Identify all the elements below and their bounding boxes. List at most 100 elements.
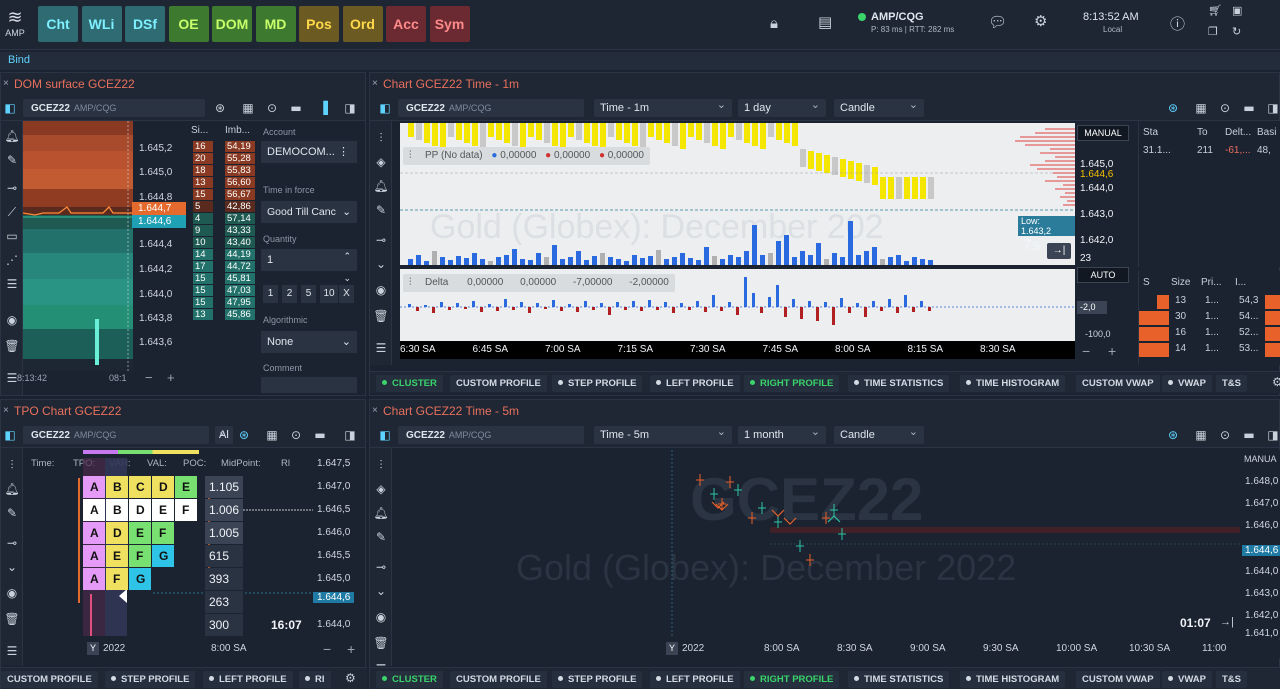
gear-icon[interactable]: ⚙ xyxy=(1034,12,1048,30)
chart2-symbol-select[interactable]: GCEZ22 AMP/CQG xyxy=(398,426,584,444)
zoom-in-icon[interactable]: + xyxy=(167,370,175,385)
quantity-stepper[interactable]: 1 ⌃ ⌄ xyxy=(261,249,357,283)
eye-icon[interactable]: ◉ xyxy=(6,586,18,600)
rectangle-icon[interactable]: ▭ xyxy=(6,229,18,243)
quantity-preset-button[interactable]: 1 xyxy=(263,285,278,303)
tab-left-profile[interactable]: LEFT PROFILE xyxy=(650,671,740,688)
tab-step-profile[interactable]: STEP PROFILE xyxy=(552,671,643,688)
grid-icon[interactable]: ▦ xyxy=(242,101,254,115)
layers-icon[interactable]: ◈ xyxy=(376,482,386,496)
tab-step-profile[interactable]: STEP PROFILE xyxy=(552,375,643,392)
zoom-out-icon[interactable]: − xyxy=(323,641,332,657)
list-icon[interactable]: ☰ xyxy=(6,277,18,291)
mouse-icon[interactable]: ⊙ xyxy=(1219,428,1231,442)
toolbar-button-oe[interactable]: OE xyxy=(168,6,209,42)
stat-col-header[interactable]: Sta xyxy=(1143,127,1159,138)
ts-col-header[interactable]: S xyxy=(1143,277,1150,288)
link-icon[interactable]: ⊛ xyxy=(1167,428,1179,442)
zoom-in-icon[interactable]: + xyxy=(347,641,356,657)
bell-icon[interactable]: 🔔︎ xyxy=(4,482,20,496)
chart2-timeframe-select[interactable]: Time - 5m xyxy=(594,423,732,444)
trash-icon[interactable]: 🗑︎ xyxy=(4,339,20,353)
lock-icon[interactable]: 🔒︎ xyxy=(770,14,778,32)
trash-icon[interactable]: 🗑︎ xyxy=(4,612,20,626)
bell-icon[interactable]: 🔔︎ xyxy=(4,129,20,143)
mode-icon[interactable]: ▬ xyxy=(290,101,302,115)
panel-right-icon[interactable]: ◨ xyxy=(1267,101,1279,115)
ts-col-header[interactable]: I... xyxy=(1235,277,1247,288)
chart2-range-select[interactable]: 1 month xyxy=(738,423,826,444)
gear-icon[interactable]: ⚙ xyxy=(345,671,356,685)
indicator-icon[interactable]: ⫶ xyxy=(379,131,383,145)
tab-custom-vwap[interactable]: CUSTOM VWAP xyxy=(1076,671,1160,688)
col-imb-header[interactable]: Imb... xyxy=(225,125,251,136)
chart1-price-axis[interactable]: MANUAL 1.645,0 1.644,6 1.644,0 1.643,0 1.642… xyxy=(1023,123,1135,265)
trash-icon[interactable]: 🗑︎ xyxy=(373,309,389,323)
grid-icon[interactable]: ▦ xyxy=(266,428,278,442)
chevron-down-icon[interactable]: ⌄ xyxy=(375,257,387,271)
bell-icon[interactable]: 🔔︎ xyxy=(373,179,389,193)
tpo-symbol-select[interactable]: GCEZ22 AMP/CQG xyxy=(23,426,209,444)
dom-price-level[interactable]: 1.643,8 xyxy=(139,313,173,324)
quantity-preset-button[interactable]: 5 xyxy=(301,285,316,303)
account-select[interactable]: DEMOCOM... ⋮ xyxy=(261,141,357,163)
pencil-icon[interactable]: ✎ xyxy=(6,506,18,520)
mouse-icon[interactable]: ⊙ xyxy=(290,428,302,442)
dom-symbol-select[interactable]: GCEZ22 AMP/CQG xyxy=(23,99,205,117)
tab-custom-vwap[interactable]: CUSTOM VWAP xyxy=(1076,375,1160,392)
dom-price-level[interactable]: 1.644,8 xyxy=(139,192,173,203)
eye-icon[interactable]: ◉ xyxy=(6,313,18,327)
scroll-to-end-icon[interactable]: →| xyxy=(1047,243,1071,259)
panel-right-icon[interactable]: ◨ xyxy=(344,428,356,442)
panel-toggle-icon[interactable]: ◧ xyxy=(4,101,16,115)
chat-icon[interactable]: 💬︎ xyxy=(988,13,1008,31)
dom-price-level[interactable]: 1.644,2 xyxy=(139,264,173,275)
tab-vwap[interactable]: VWAP xyxy=(1162,671,1212,688)
eye-icon[interactable]: ◉ xyxy=(375,283,387,297)
mouse-icon[interactable]: ⊙ xyxy=(266,101,278,115)
tab-time-statistics[interactable]: TIME STATISTICS xyxy=(848,375,950,392)
tab-custom-profile[interactable]: CUSTOM PROFILE xyxy=(450,375,547,392)
grid-icon[interactable]: ▦ xyxy=(1195,428,1207,442)
zoom-out-icon[interactable]: − xyxy=(1082,343,1091,359)
tab-left-profile[interactable]: LEFT PROFILE xyxy=(203,671,293,688)
eye-icon[interactable]: ◉ xyxy=(375,610,387,624)
copy-icon[interactable]: ❐ xyxy=(1208,25,1218,38)
stat-col-header[interactable]: To xyxy=(1197,127,1208,138)
quantity-preset-button[interactable]: 2 xyxy=(282,285,297,303)
pp-indicator-legend[interactable]: ⫶ PP (No data) ● 0,00000 ● 0,00000 ● 0,0… xyxy=(403,147,650,165)
chart1-price-area[interactable]: Gold (Globex): December 202 ⫶ PP (No dat… xyxy=(400,123,1075,265)
manual-scale-button[interactable]: MANUA xyxy=(1244,454,1277,464)
fib-icon[interactable]: ⋰ xyxy=(6,253,18,267)
panel-toggle-icon[interactable]: ◧ xyxy=(4,428,16,442)
chart1-delta-axis[interactable]: AUTO -2,0 -100,0 xyxy=(1075,267,1135,341)
panel-toggle-icon[interactable]: ◧ xyxy=(379,101,391,115)
manual-scale-button[interactable]: MANUAL xyxy=(1077,125,1129,141)
auto-scale-button[interactable]: AUTO xyxy=(1077,267,1129,283)
close-icon[interactable]: × xyxy=(372,405,378,416)
mode-icon[interactable]: ▬ xyxy=(1243,101,1255,115)
dom-price-level[interactable]: 1.644,4 xyxy=(139,239,173,250)
connection-name[interactable]: AMP/CQG xyxy=(871,11,924,23)
tab-t-s[interactable]: T&S xyxy=(1216,375,1247,392)
chart2-style-select[interactable]: Candle xyxy=(834,423,924,444)
bind-label[interactable]: Bind xyxy=(8,54,31,66)
mode-icon[interactable]: ▬ xyxy=(314,428,326,442)
toolbar-button-cht[interactable]: Cht xyxy=(38,6,78,42)
quantity-preset-button[interactable]: X xyxy=(339,285,354,303)
algo-select[interactable]: None ⌄ xyxy=(261,331,357,353)
chart1-style-select[interactable]: Candle xyxy=(834,96,924,117)
layout-icon[interactable]: ▤ xyxy=(818,13,833,31)
tab-left-profile[interactable]: LEFT PROFILE xyxy=(650,375,740,392)
mode-icon[interactable]: ▬ xyxy=(1243,428,1255,442)
layers-icon[interactable]: ◈ xyxy=(376,155,386,169)
chart1-time-axis[interactable]: 6:30 SA 6:45 SA 7:00 SA 7:15 SA 7:30 SA 7:45 … xyxy=(400,341,1075,359)
toolbar-button-dom[interactable]: DOM xyxy=(212,6,252,42)
tpo-time-axis[interactable]: Y 2022 8:00 SA xyxy=(23,640,311,658)
chevron-down-icon[interactable]: ⌄ xyxy=(375,584,387,598)
toolbar-button-md[interactable]: MD xyxy=(255,6,296,42)
dom-price-level[interactable]: 1.645,2 xyxy=(139,143,173,154)
tpo-profile[interactable]: A B C D EA B D E FA D E FA E F GA F G 1.1051.0061.005615… xyxy=(23,458,313,638)
menu-icon[interactable]: ☰ xyxy=(6,644,18,658)
link-icon[interactable]: ⊛ xyxy=(1167,101,1179,115)
